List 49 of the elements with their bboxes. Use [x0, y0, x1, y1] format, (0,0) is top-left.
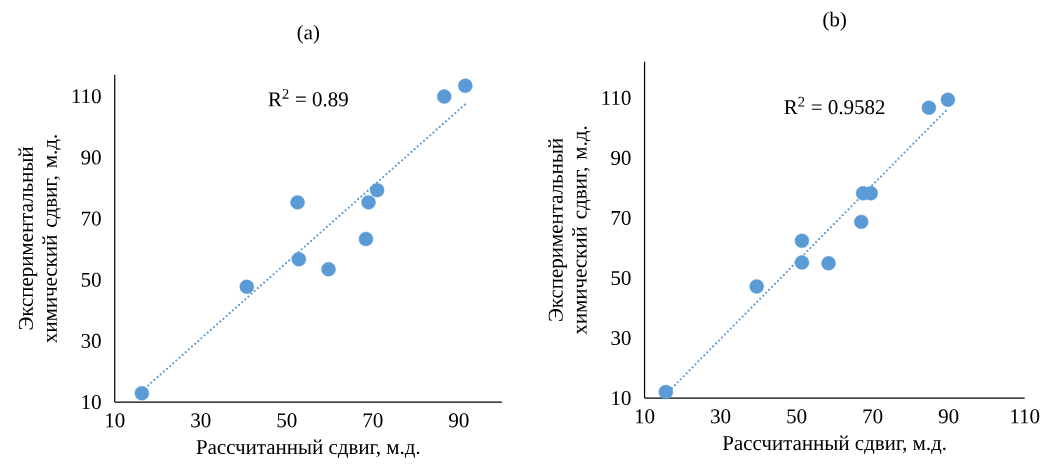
y-axis-title: Экспериментальный химический сдвиг, м.д.	[18, 135, 61, 343]
point	[794, 255, 810, 270]
x-tick-label: 110	[1011, 409, 1040, 424]
point	[134, 386, 150, 401]
chart-title: (b)	[823, 11, 846, 31]
point	[291, 252, 307, 267]
y-tick-label: 50	[611, 270, 631, 286]
annotation: R$^{2}$ = 0.89	[268, 89, 348, 107]
x-axis-title: Рассчитанный сдвиг, м.д.	[196, 439, 420, 458]
annotation: R$^{2}$ = 0.9582	[784, 96, 885, 115]
x-tick-label: 50	[787, 409, 807, 424]
y-tick-label: 50	[81, 272, 101, 287]
x-tick-label: 90	[938, 409, 959, 424]
point	[854, 214, 869, 230]
point	[290, 195, 305, 210]
y-tick-label: 30	[81, 333, 101, 349]
point	[794, 233, 810, 248]
y-tick-label: 90	[611, 150, 631, 166]
x-axis-title: Рассчитанный сдвиг, м.д.	[722, 435, 946, 455]
point	[437, 89, 452, 104]
x-tick-label: 10	[106, 413, 125, 428]
point	[239, 279, 254, 294]
x-tick-label: 70	[863, 409, 883, 424]
y-tick-label: 30	[611, 331, 631, 346]
y-tick-label: 10	[82, 395, 101, 410]
x-tick-label: 50	[277, 413, 297, 428]
point	[658, 384, 674, 400]
point	[321, 262, 336, 277]
point	[361, 195, 376, 210]
point	[369, 182, 385, 198]
point	[821, 256, 836, 271]
y-tick-label: 110	[602, 90, 631, 105]
x-tick-label: 30	[191, 413, 211, 428]
point	[749, 279, 764, 294]
point	[458, 78, 473, 94]
x-tick-label: 30	[711, 409, 731, 424]
x-tick-label: 90	[449, 413, 469, 428]
chart-title: (a)	[297, 24, 320, 44]
x-tick-label: 70	[363, 413, 383, 428]
y-axis-title: Экспериментальный химический сдвиг, м.д.	[548, 126, 591, 335]
y-tick-label: 10	[612, 391, 631, 406]
y-tick-label: 70	[611, 210, 631, 226]
point	[358, 231, 374, 247]
point	[940, 92, 956, 107]
y-tick-label: 110	[72, 89, 101, 104]
point	[921, 100, 937, 116]
y-tick-label: 70	[82, 211, 101, 226]
y-tick-label: 90	[81, 150, 101, 165]
x-tick-label: 10	[635, 409, 655, 424]
